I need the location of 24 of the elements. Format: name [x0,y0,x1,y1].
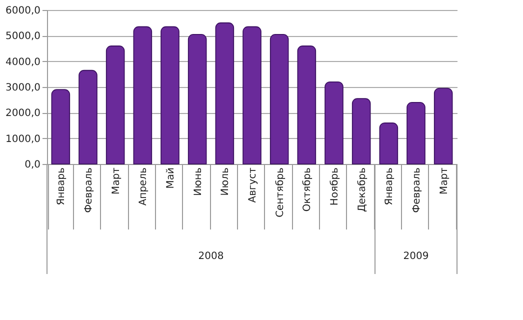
y-tick-label: 1000,0 [6,134,40,145]
x-tick-label: Июль [220,167,232,196]
y-tick-label: 4000,0 [6,56,40,68]
x-tick-label: Сентябрь [274,167,286,218]
y-tick-label: 3000,0 [6,82,40,94]
y-tick-label: 6000,0 [6,6,40,16]
x-tick-label: Апрель [138,167,150,206]
x-tick-label: Август [248,167,258,203]
x-tick-label: Октябрь [302,167,314,212]
y-tick-label: 2000,0 [6,108,40,120]
x-tick-label: Январь [56,167,68,206]
text: 2008 [198,251,224,262]
x-tick-label: Ноябрь [330,167,340,206]
x-tick-label: Январь [384,167,396,206]
x-tick-label: Февраль [412,167,422,213]
x-tick-label: Февраль [84,167,94,213]
x-tick-label: Март [438,167,450,194]
y-tick-label: 5000,0 [6,31,40,42]
text: 2009 [403,251,429,262]
x-tick-label: Декабрь [356,167,368,212]
y-tick-label: 0,0 [24,160,40,170]
x-tick-label: Май [166,168,176,189]
x-tick-label: Март [110,167,122,194]
x-tick-label: Июнь [192,167,204,196]
